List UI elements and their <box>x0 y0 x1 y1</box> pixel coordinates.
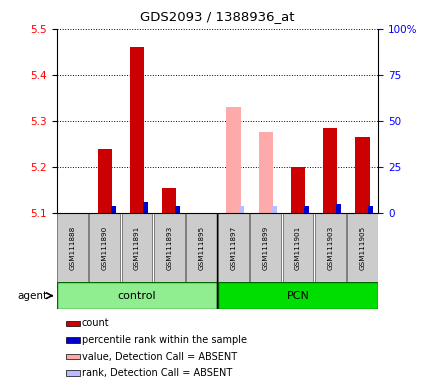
Bar <box>121 213 152 282</box>
Text: GSM111903: GSM111903 <box>326 225 332 270</box>
Bar <box>66 321 80 326</box>
Bar <box>129 47 144 213</box>
Bar <box>143 202 148 213</box>
Text: percentile rank within the sample: percentile rank within the sample <box>82 335 246 345</box>
Text: count: count <box>82 318 109 328</box>
Bar <box>97 149 112 213</box>
Text: rank, Detection Call = ABSENT: rank, Detection Call = ABSENT <box>82 368 231 378</box>
Bar <box>271 206 276 213</box>
Bar <box>66 354 80 359</box>
Bar <box>57 282 217 309</box>
Text: control: control <box>118 291 156 301</box>
Bar <box>185 213 217 282</box>
Bar <box>161 188 176 213</box>
Bar <box>175 206 180 213</box>
Bar <box>217 213 249 282</box>
Text: GSM111893: GSM111893 <box>166 225 172 270</box>
Bar <box>239 206 244 213</box>
Bar <box>282 213 313 282</box>
Bar <box>250 213 281 282</box>
Bar <box>217 282 377 309</box>
Text: GSM111899: GSM111899 <box>262 225 268 270</box>
Bar <box>335 204 340 213</box>
Bar <box>354 137 369 213</box>
Bar <box>153 213 184 282</box>
Text: GSM111905: GSM111905 <box>358 225 365 270</box>
Bar <box>226 107 240 213</box>
Bar <box>314 213 345 282</box>
Bar <box>66 337 80 343</box>
Bar <box>66 371 80 376</box>
Text: GSM111890: GSM111890 <box>102 225 108 270</box>
Bar <box>368 206 372 213</box>
Text: agent: agent <box>18 291 48 301</box>
Text: GSM111897: GSM111897 <box>230 225 236 270</box>
Bar <box>258 132 273 213</box>
Text: value, Detection Call = ABSENT: value, Detection Call = ABSENT <box>82 352 236 362</box>
Bar <box>57 213 88 282</box>
Text: GSM111901: GSM111901 <box>294 225 300 270</box>
Text: GSM111895: GSM111895 <box>198 225 204 270</box>
Text: GSM111888: GSM111888 <box>69 225 76 270</box>
Text: GDS2093 / 1388936_at: GDS2093 / 1388936_at <box>140 10 294 23</box>
Bar <box>303 206 308 213</box>
Bar <box>290 167 305 213</box>
Bar <box>322 128 337 213</box>
Text: GSM111891: GSM111891 <box>134 225 140 270</box>
Bar <box>89 213 120 282</box>
Bar <box>111 206 115 213</box>
Text: PCN: PCN <box>286 291 309 301</box>
Bar <box>346 213 377 282</box>
